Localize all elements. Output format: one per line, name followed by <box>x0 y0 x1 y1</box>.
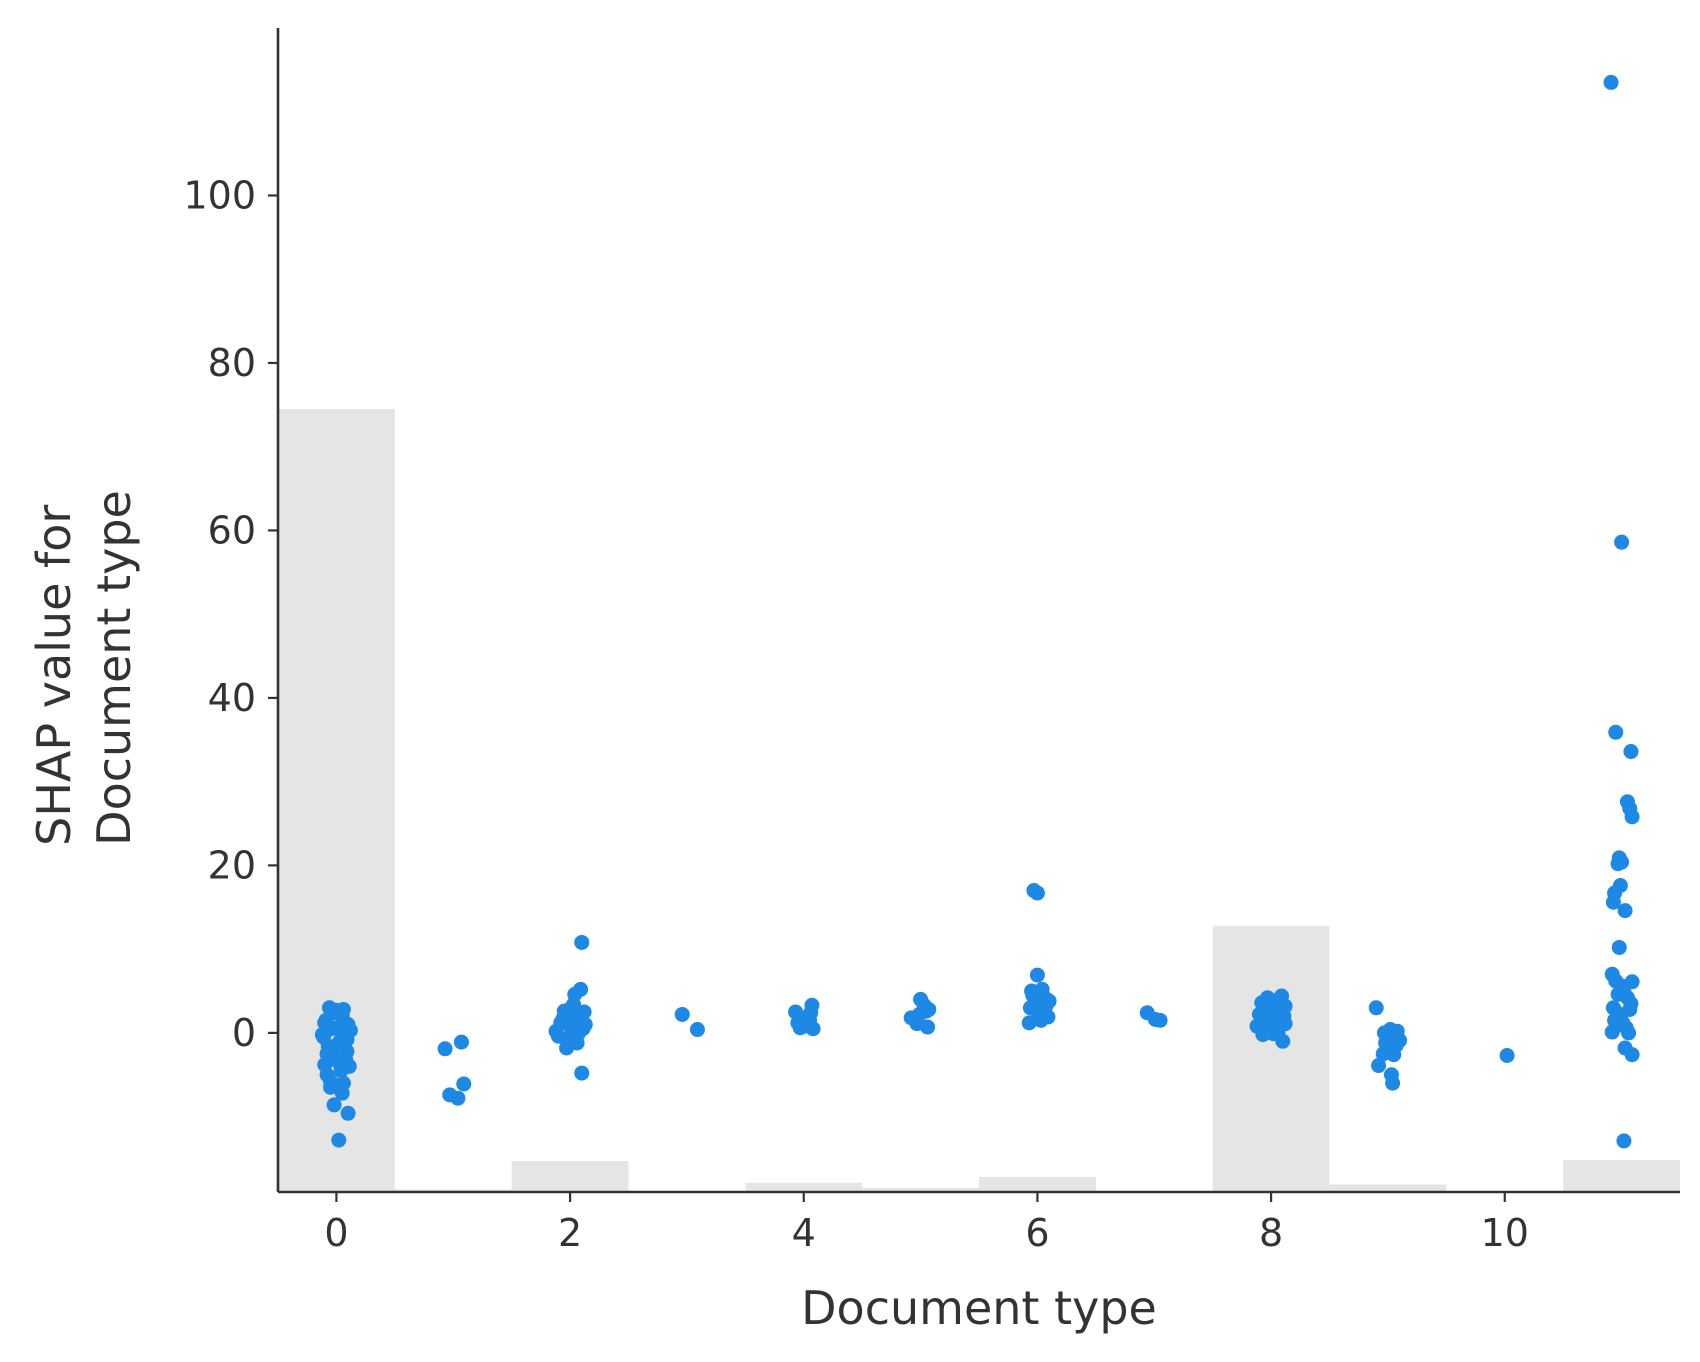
distribution-bar-2 <box>511 1161 629 1192</box>
data-point <box>323 1073 339 1089</box>
data-point <box>1025 987 1041 1003</box>
data-point <box>1616 1133 1632 1149</box>
data-point <box>795 1017 811 1033</box>
data-point <box>574 1065 590 1081</box>
data-point <box>1253 1017 1269 1033</box>
data-point <box>450 1090 466 1106</box>
data-point <box>331 1132 347 1148</box>
data-point <box>1610 986 1626 1002</box>
data-point <box>437 1041 453 1057</box>
data-point <box>328 1020 344 1036</box>
data-point <box>314 1027 330 1043</box>
y-tick-label: 60 <box>208 508 256 552</box>
data-point <box>453 1034 469 1050</box>
y-tick-label: 0 <box>232 1011 256 1055</box>
data-point <box>1621 1025 1637 1041</box>
data-point <box>456 1076 472 1092</box>
data-point <box>1624 974 1640 990</box>
data-point <box>321 1000 337 1016</box>
y-tick-label: 100 <box>183 173 256 217</box>
data-point <box>1033 1012 1049 1028</box>
axes <box>276 28 1680 1194</box>
data-point <box>689 1022 705 1038</box>
data-point <box>550 1028 566 1044</box>
x-tick-label: 2 <box>558 1211 582 1255</box>
distribution-bar-6 <box>979 1176 1096 1192</box>
data-point <box>555 1011 571 1027</box>
distribution-bar-5 <box>862 1187 979 1192</box>
data-point <box>1152 1012 1168 1028</box>
data-point <box>1256 1000 1272 1016</box>
y-axis-title-line-2: Document type <box>87 490 141 846</box>
x-axis-ticks: 0 2 4 6 8 10 <box>324 1192 1529 1255</box>
data-point <box>1611 939 1627 955</box>
distribution-bar-8 <box>1212 925 1330 1192</box>
data-point <box>1368 1000 1384 1016</box>
data-point <box>326 1097 342 1113</box>
data-point <box>1622 1001 1638 1017</box>
data-point <box>674 1006 690 1022</box>
data-point <box>1387 1027 1403 1043</box>
data-point <box>335 1001 351 1017</box>
data-point <box>334 1085 350 1101</box>
data-point <box>563 1000 579 1016</box>
data-point <box>920 1019 936 1035</box>
data-point <box>1029 967 1045 983</box>
data-point <box>1499 1048 1515 1064</box>
x-tick-label: 0 <box>324 1211 348 1255</box>
data-point <box>1608 724 1624 740</box>
x-tick-label: 10 <box>1481 1211 1529 1255</box>
feature-distribution-bars <box>278 409 1680 1192</box>
distribution-bar-9 <box>1329 1184 1447 1192</box>
data-point <box>1371 1058 1387 1074</box>
y-axis-title-line-1: SHAP value for <box>27 505 81 846</box>
data-point <box>1610 856 1626 872</box>
distribution-bar-11 <box>1563 1160 1680 1192</box>
data-point <box>1624 809 1640 825</box>
data-point <box>317 1015 333 1031</box>
data-point <box>1029 885 1045 901</box>
data-point <box>1617 903 1633 919</box>
data-point <box>576 1004 592 1020</box>
x-tick-label: 6 <box>1025 1211 1049 1255</box>
data-point <box>575 1021 591 1037</box>
y-tick-label: 20 <box>208 843 256 887</box>
data-point <box>1021 1015 1037 1031</box>
data-point <box>1607 1012 1623 1028</box>
data-point <box>1623 744 1639 760</box>
data-point <box>1624 1047 1640 1063</box>
distribution-bar-4 <box>745 1182 863 1192</box>
data-point <box>1385 1075 1401 1091</box>
x-tick-label: 8 <box>1259 1211 1283 1255</box>
data-point <box>319 1046 335 1062</box>
data-point <box>339 1032 355 1048</box>
y-tick-label: 80 <box>208 341 256 385</box>
data-point <box>340 1105 356 1121</box>
data-point <box>1614 534 1630 550</box>
data-point <box>573 981 589 997</box>
y-axis-title: SHAP value for Document type <box>27 490 141 846</box>
y-tick-label: 40 <box>208 676 256 720</box>
y-axis-ticks: 0 20 40 60 80 100 <box>183 173 278 1055</box>
data-point <box>1276 1008 1292 1024</box>
data-point <box>911 1006 927 1022</box>
data-point <box>1381 1040 1397 1056</box>
shap-points <box>314 74 1640 1149</box>
data-point <box>341 1058 357 1074</box>
data-point <box>1605 894 1621 910</box>
data-point <box>1603 74 1619 90</box>
x-axis-title: Document type <box>801 1281 1157 1335</box>
data-point <box>804 997 820 1013</box>
data-point <box>1275 1033 1291 1049</box>
data-point <box>1604 1024 1620 1040</box>
data-point <box>574 934 590 950</box>
x-tick-label: 4 <box>792 1211 816 1255</box>
data-point <box>1041 993 1057 1009</box>
